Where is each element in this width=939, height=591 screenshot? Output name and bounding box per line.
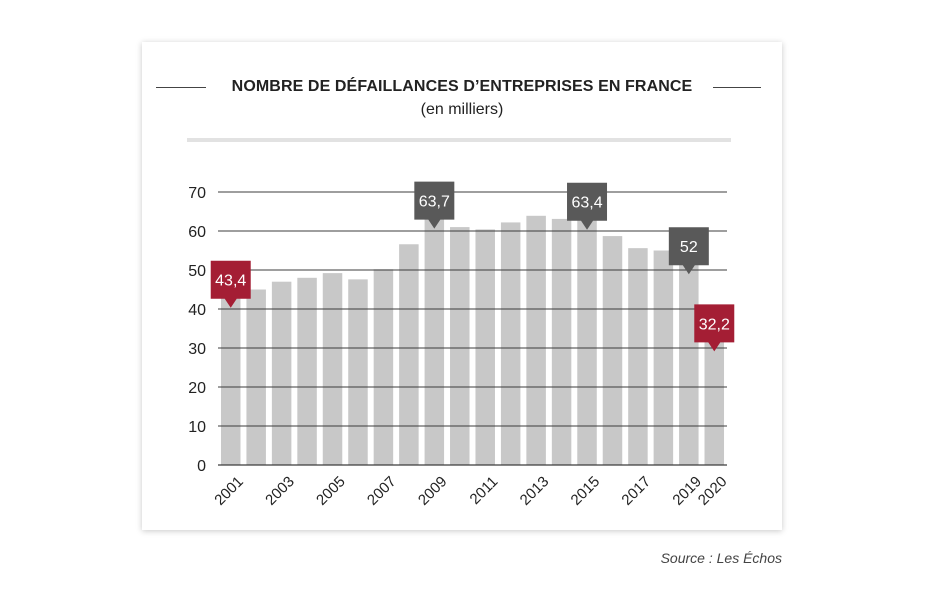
bar-2003 [271, 281, 292, 465]
y-tick-label: 50 [188, 263, 206, 280]
y-tick-label: 30 [188, 341, 206, 358]
bar-2008 [399, 244, 419, 465]
bar-2005 [322, 273, 343, 465]
bar-2016 [602, 236, 623, 465]
callout-2020 [694, 304, 735, 352]
x-tick-label: 2013 [517, 473, 553, 509]
data-label-2009: 63,7 [419, 194, 450, 211]
bar-2017 [628, 248, 648, 465]
bar-2001 [220, 295, 241, 465]
y-tick-label: 60 [188, 224, 206, 241]
y-tick-label: 10 [188, 419, 206, 436]
x-tick-label: 2007 [364, 473, 400, 509]
x-tick-label: 2001 [211, 473, 247, 509]
x-tick-label: 2017 [618, 473, 654, 509]
plot-top-band [187, 138, 731, 142]
chart-subtitle: (en milliers) [420, 101, 504, 118]
title-row: NOMBRE DE DÉFAILLANCES D’ENTREPRISES EN … [142, 78, 782, 98]
bar-2007 [373, 269, 394, 465]
title-rule-right [713, 87, 761, 88]
callout-2015 [567, 182, 608, 230]
source-caption: Source : Les Échos [660, 550, 782, 566]
bar-2019 [679, 262, 699, 465]
callout-2009 [414, 181, 455, 229]
x-tick-label: 2003 [262, 473, 298, 509]
bar-2004 [297, 277, 317, 465]
y-tick-label: 20 [188, 380, 206, 397]
y-tick-label: 70 [188, 185, 206, 202]
bar-2009 [424, 216, 445, 465]
callout-2019 [668, 227, 709, 275]
data-label-2001: 43,4 [215, 273, 246, 290]
y-tick-label: 40 [188, 302, 206, 319]
bar-2014 [551, 218, 572, 465]
x-tick-label: 2020 [695, 473, 731, 509]
data-label-2020: 32,2 [699, 316, 730, 333]
x-tick-label: 2009 [415, 473, 451, 509]
bar-2010 [450, 227, 470, 465]
bar-2013 [526, 215, 546, 465]
bar-2011 [475, 229, 495, 465]
bar-2012 [500, 222, 521, 465]
data-label-2019: 52 [680, 239, 698, 256]
data-label-2015: 63,4 [571, 195, 602, 212]
bar-2020 [704, 339, 725, 465]
bar-2002 [246, 289, 266, 465]
x-tick-label: 2015 [568, 473, 604, 509]
x-tick-label: 2011 [467, 473, 502, 508]
callout-2001 [210, 260, 251, 308]
y-tick-label: 0 [197, 458, 206, 475]
title-rule-left [156, 87, 206, 88]
bar-2018 [653, 250, 674, 465]
bar-2006 [348, 279, 368, 465]
bar-2015 [577, 217, 597, 465]
chart-title: NOMBRE DE DÉFAILLANCES D’ENTREPRISES EN … [231, 78, 693, 95]
x-tick-label: 2005 [313, 473, 349, 509]
